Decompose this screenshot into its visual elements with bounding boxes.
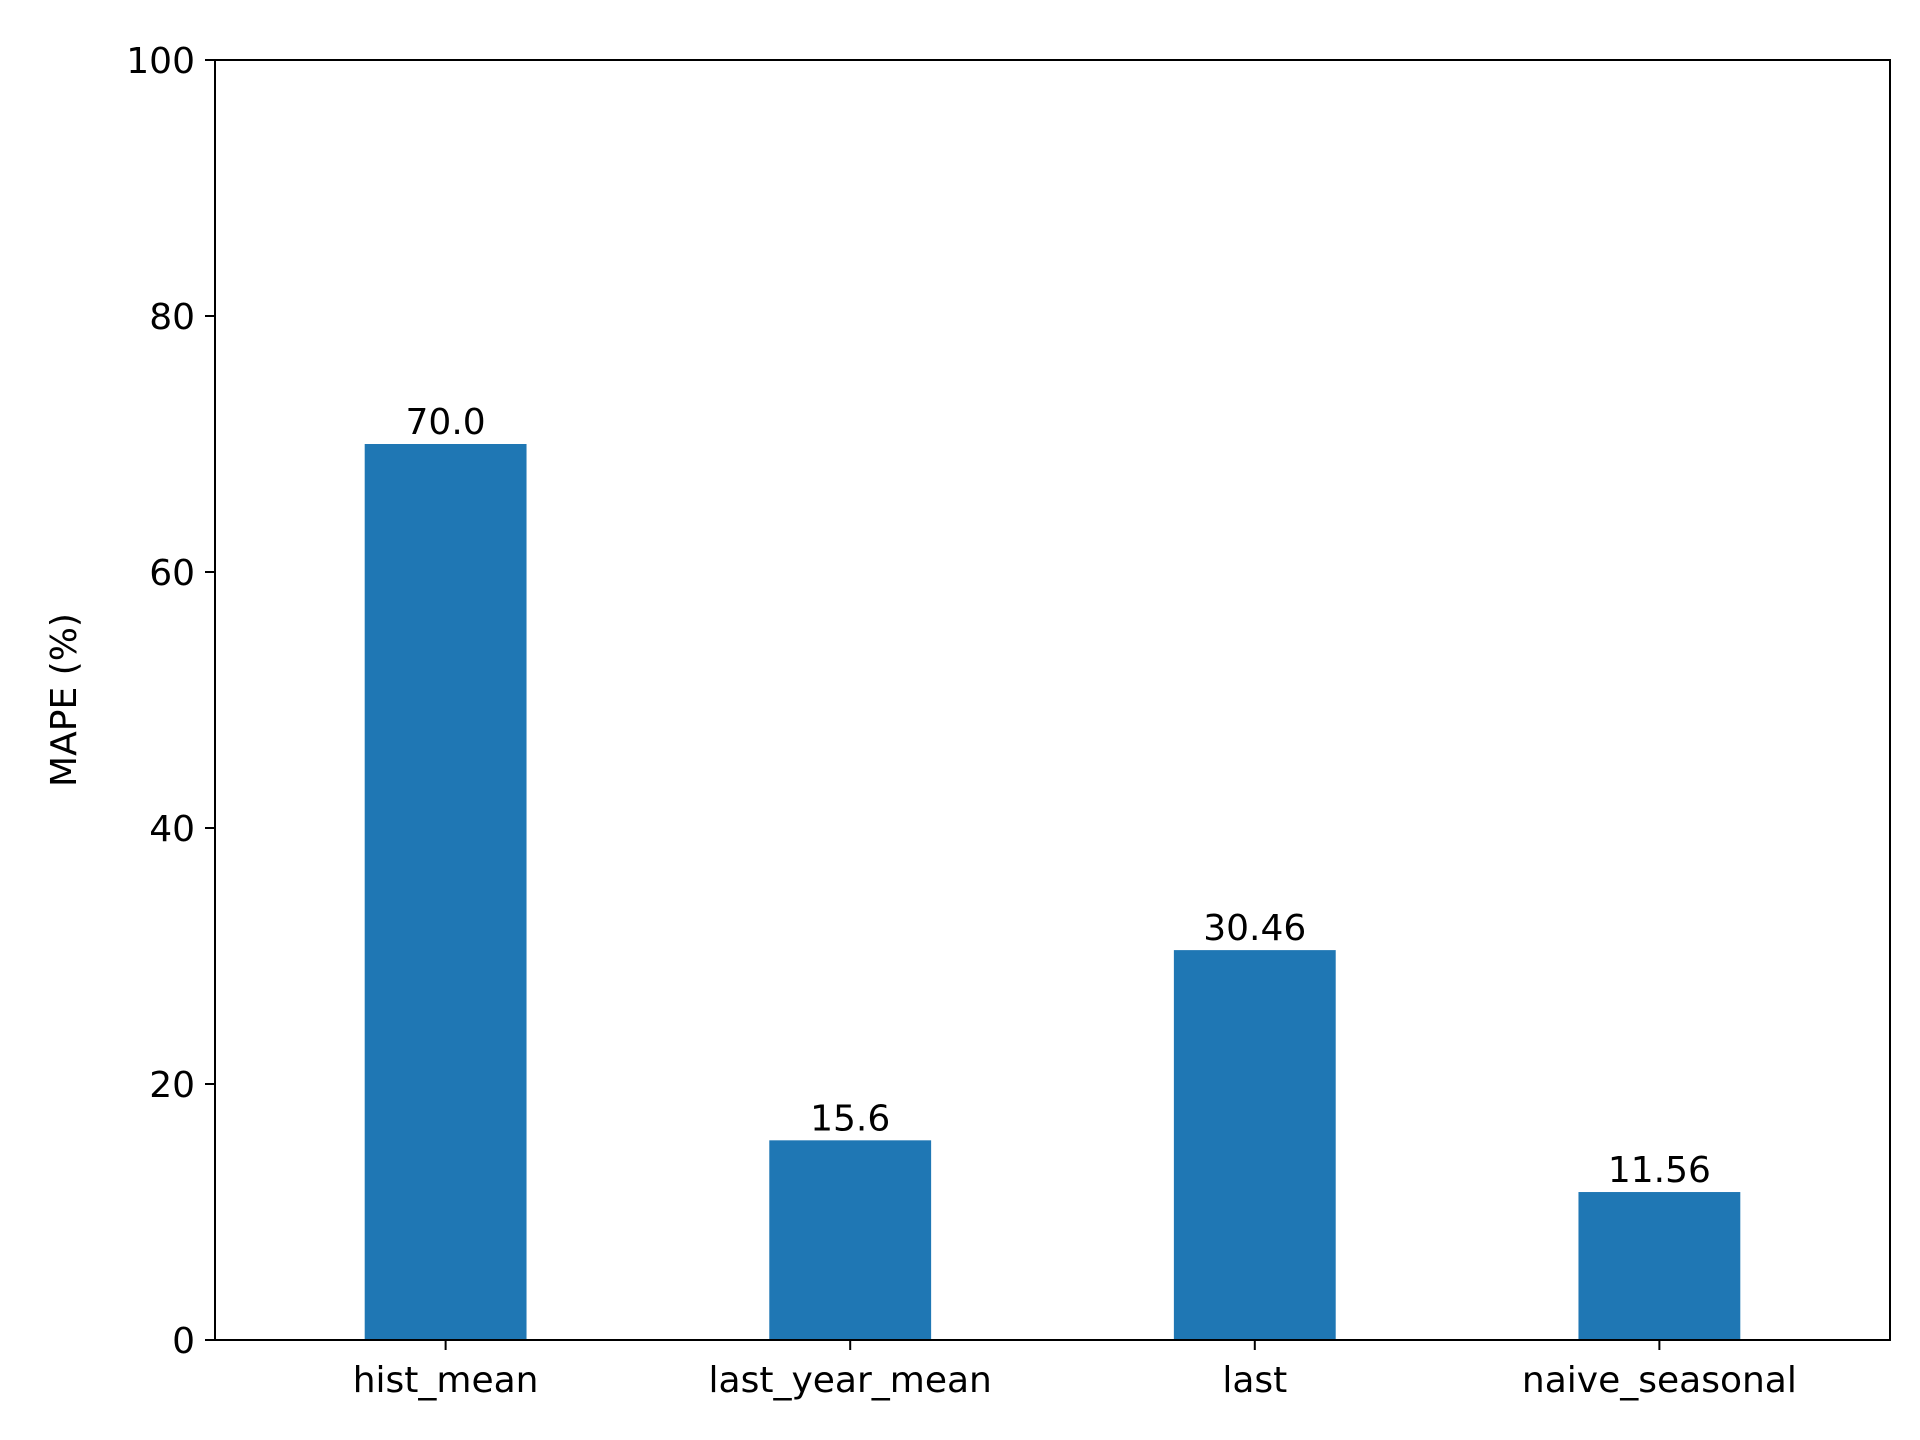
y-tick-label: 100 [126,41,195,82]
y-axis-ticks: 0 20 40 60 80 100 [126,41,215,1362]
bar-value-label: 15.6 [810,1098,890,1139]
y-tick-label: 0 [172,1321,195,1362]
x-tick-label: last_year_mean [709,1360,992,1401]
x-tick-label: last [1222,1360,1287,1401]
bar-last-year-mean [769,1140,932,1340]
y-tick-label: 60 [149,553,195,594]
bar-value-labels: 70.0 15.6 30.46 11.56 [406,402,1711,1191]
bar-naive-seasonal [1578,1192,1741,1340]
y-tick-label: 40 [149,809,195,850]
y-tick-label: 20 [149,1065,195,1106]
x-tick-label: naive_seasonal [1522,1360,1797,1401]
bar-last [1173,950,1336,1340]
bar-value-label: 11.56 [1608,1150,1711,1191]
plot-frame [214,59,1891,1341]
bars-layer [364,444,1741,1340]
x-axis-ticks: hist_mean last_year_mean last naive_seasona… [353,1340,1797,1401]
bar-value-label: 70.0 [406,402,486,443]
bar-value-label: 30.46 [1203,908,1306,949]
x-tick-label: hist_mean [353,1360,539,1401]
y-tick-label: 80 [149,297,195,338]
y-axis-label: MAPE (%) [44,613,85,787]
bar-hist-mean [364,444,527,1340]
